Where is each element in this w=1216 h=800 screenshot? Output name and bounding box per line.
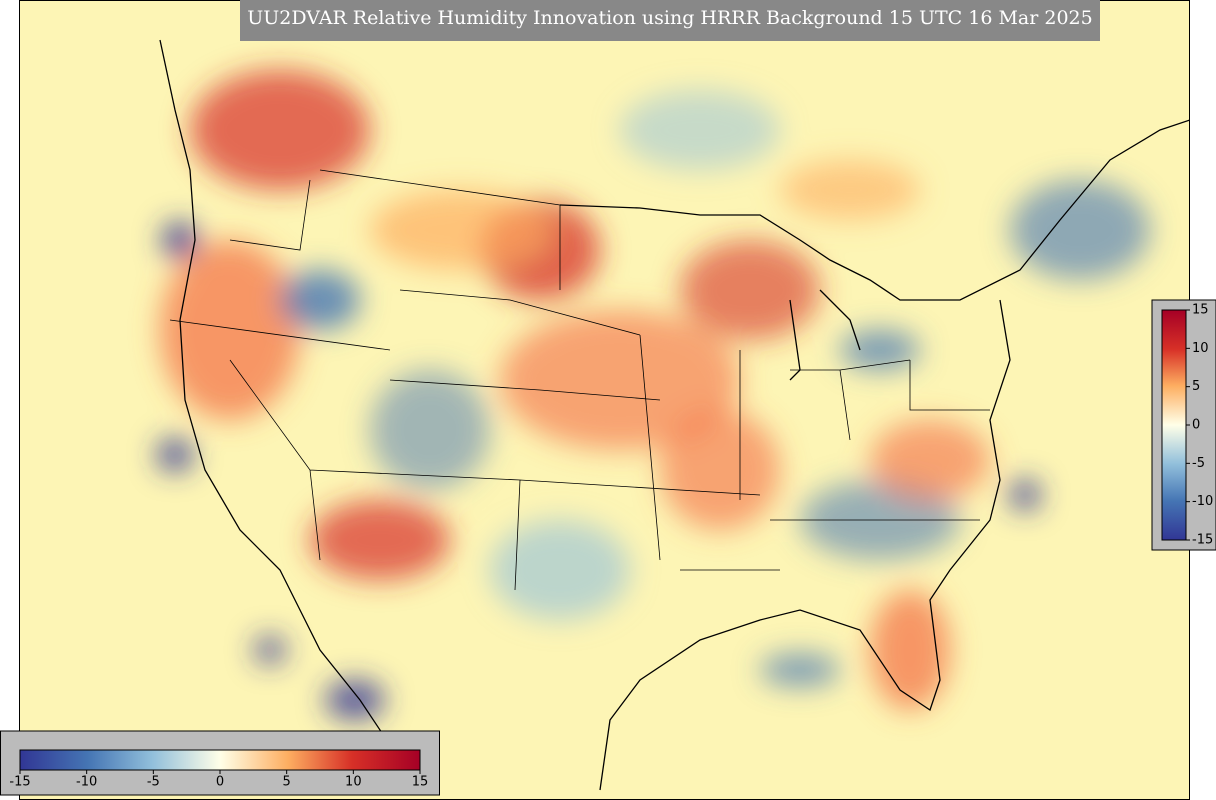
state-borders [169, 169, 990, 591]
colorbar-tick-label: 15 [1192, 303, 1209, 318]
colorbar-tick-label: -10 [1192, 494, 1213, 509]
colorbar-tick-label: 15 [412, 775, 429, 790]
colorbar-tick-label: -10 [76, 775, 97, 790]
colorbar-tick-label: 5 [283, 775, 291, 790]
humidity-field [157, 70, 1150, 720]
colorbar [1161, 309, 1187, 541]
colorbar-tick-label: 5 [1192, 379, 1200, 394]
colorbar-tick-label: 0 [216, 775, 224, 790]
colorbar-tick-label: -15 [1192, 533, 1213, 548]
colorbar-tick-label: -15 [9, 775, 30, 790]
colorbar [19, 749, 421, 771]
coastlines [159, 39, 1190, 791]
colorbar-tick-label: -5 [1192, 456, 1205, 471]
colorbar-tick-label: -5 [147, 775, 160, 790]
title: UU2DVAR Relative Humidity Innovation usi… [247, 7, 1092, 29]
map [20, 0, 1190, 800]
title-box [240, 0, 1100, 41]
colorbar-tick-label: 10 [1192, 341, 1209, 356]
colorbar-tick-label: 0 [1192, 418, 1200, 433]
colorbar-tick-label: 10 [345, 775, 362, 790]
